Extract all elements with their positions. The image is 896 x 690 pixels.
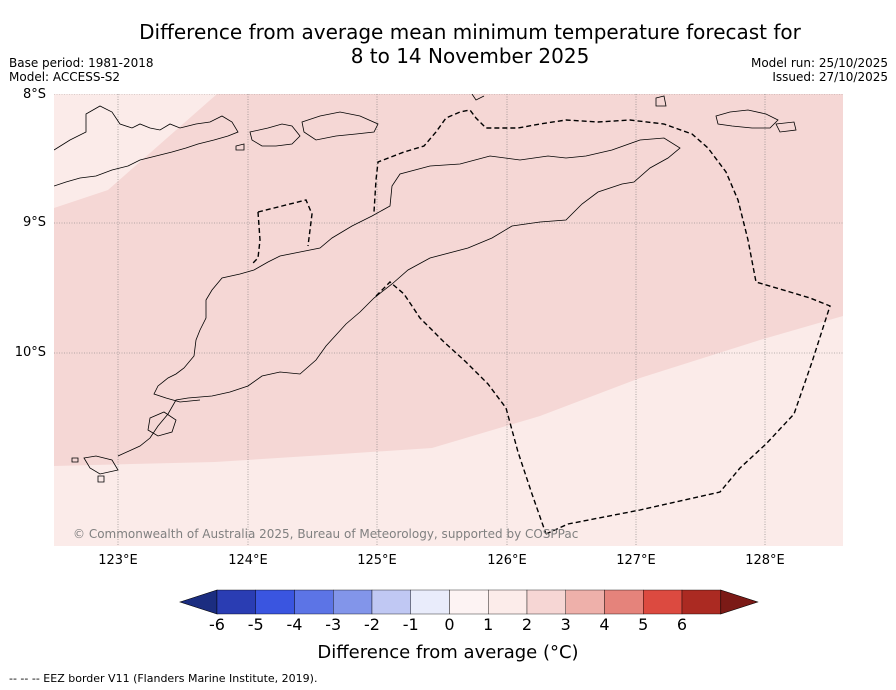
model-run: Model run: 25/10/2025 <box>750 56 888 70</box>
colorbar-segment <box>410 589 450 615</box>
wetar-island <box>715 109 797 133</box>
semau-island <box>147 411 177 437</box>
colorbar-arrow-high <box>720 589 759 615</box>
title-line-1: Difference from average mean minimum tem… <box>139 20 801 44</box>
colorbar-segment <box>294 589 334 615</box>
colorbar-segment <box>643 589 683 615</box>
small-islands <box>71 94 667 483</box>
eez-footnote: -- -- -- EEZ border V11 (Flanders Marine… <box>9 672 318 685</box>
chart-title: Difference from average mean minimum tem… <box>90 20 850 68</box>
timor-coastline <box>117 137 681 457</box>
meta-right: Model run: 25/10/2025 Issued: 27/10/2025 <box>751 56 888 84</box>
colorbar-segment <box>565 589 605 615</box>
lon-label-128e: 128°E <box>745 553 785 568</box>
colorbar-tick-label: -6 <box>209 615 225 634</box>
lon-label-127e: 127°E <box>616 553 656 568</box>
lon-label-123e: 123°E <box>98 553 138 568</box>
lat-label-8s: 8°S <box>22 87 46 102</box>
colorbar <box>179 589 759 615</box>
colorbar-segment <box>216 589 256 615</box>
colorbar-segment <box>526 589 566 615</box>
meta-left: Base period: 1981-2018 Model: ACCESS-S2 <box>9 56 154 84</box>
lat-label-10s: 10°S <box>14 345 46 360</box>
issued-date: Issued: 27/10/2025 <box>772 70 888 84</box>
lon-label-126e: 126°E <box>487 553 527 568</box>
colorbar-tick-label: -5 <box>247 615 264 634</box>
colorbar-tick-label: 6 <box>676 615 688 634</box>
flores-coastline <box>54 105 239 187</box>
colorbar-tick-label: 0 <box>444 615 455 634</box>
eez-border <box>251 109 831 535</box>
lon-label-125e: 125°E <box>357 553 397 568</box>
colorbar-tick-label: 2 <box>521 615 533 634</box>
colorbar-tick-label: 1 <box>483 615 494 634</box>
copyright-notice: © Commonwealth of Australia 2025, Bureau… <box>73 527 579 541</box>
colorbar-segment <box>604 589 644 615</box>
colorbar-segment <box>333 589 373 615</box>
rote-island <box>83 455 119 475</box>
colorbar-title: Difference from average (°C) <box>317 642 579 663</box>
colorbar-tick-label: -2 <box>364 615 380 634</box>
colorbar-segment <box>449 589 489 615</box>
model-name: Model: ACCESS-S2 <box>9 70 121 84</box>
title-line-2: 8 to 14 November 2025 <box>350 44 590 68</box>
colorbar-segment <box>371 589 411 615</box>
alor-islands <box>249 111 379 147</box>
colorbar-segment <box>681 589 721 615</box>
colorbar-arrow-low <box>179 589 218 615</box>
lon-label-124e: 124°E <box>228 553 268 568</box>
colorbar-segment <box>488 589 528 615</box>
colorbar-tick-label: -4 <box>286 615 303 634</box>
colorbar-tick-label: -1 <box>402 615 419 634</box>
colorbar-tick-label: 3 <box>560 615 571 634</box>
colorbar-tick-label: -3 <box>325 615 342 634</box>
colorbar-tick-label: 4 <box>599 615 610 634</box>
base-period: Base period: 1981-2018 <box>9 56 154 70</box>
graticule <box>54 94 843 546</box>
anomaly-zone-1-2 <box>54 94 843 466</box>
lat-label-9s: 9°S <box>22 215 46 230</box>
colorbar-tick-label: 5 <box>638 615 649 634</box>
map-area <box>54 94 843 546</box>
colorbar-segment <box>255 589 295 615</box>
